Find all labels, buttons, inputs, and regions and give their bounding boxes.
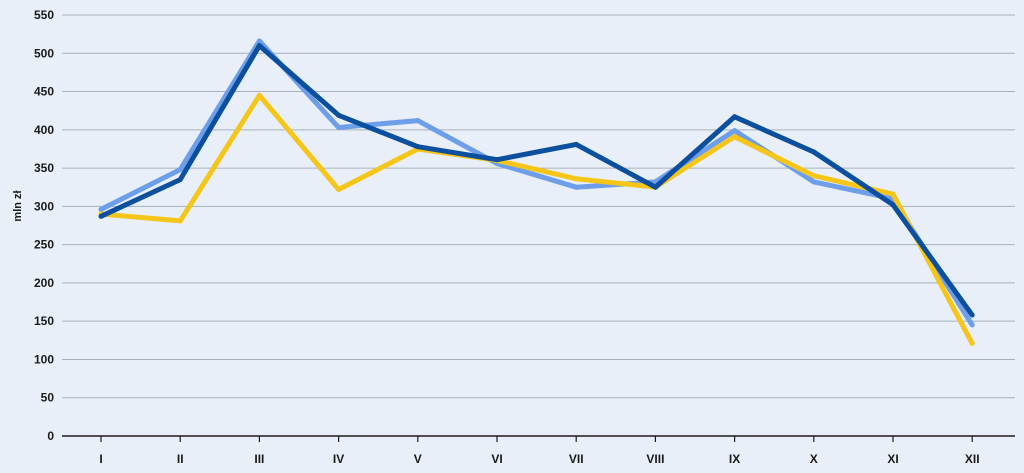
x-tick-label: VII (569, 452, 584, 466)
data-point (177, 177, 183, 183)
data-point (890, 191, 896, 197)
x-axis: I II III IV V VI VII VIII IX X XI XII (62, 435, 1015, 466)
gridlines (62, 14, 1015, 399)
x-tick-label: IX (729, 452, 740, 466)
x-tick-label: IV (333, 452, 344, 466)
data-point (811, 149, 817, 155)
data-point (98, 213, 104, 219)
y-tick-label: 350 (34, 161, 54, 175)
y-axis-title: mln zł (12, 190, 24, 221)
y-tick-label: 400 (34, 123, 54, 137)
data-point (336, 125, 342, 131)
data-point (652, 184, 658, 190)
data-point (336, 187, 342, 193)
data-point (732, 114, 738, 120)
x-tick-label: II (177, 452, 184, 466)
y-tick-label: 200 (34, 276, 54, 290)
y-tick-label: 0 (47, 429, 54, 443)
data-point (573, 184, 579, 190)
data-point (573, 176, 579, 182)
y-tick-label: 250 (34, 238, 54, 252)
y-tick-label: 150 (34, 314, 54, 328)
data-point (494, 157, 500, 163)
data-point (256, 92, 262, 98)
y-axis-ticks: 0 50 100 150 200 250 300 350 400 450 500 550 (34, 8, 54, 443)
x-tick-label: X (810, 452, 818, 466)
y-tick-label: 550 (34, 8, 54, 22)
x-tick-label: V (414, 452, 422, 466)
series-line-3 (99, 43, 975, 317)
x-tick-label: VIII (646, 452, 664, 466)
data-point (256, 38, 262, 44)
data-point (177, 218, 183, 224)
series-lines (98, 38, 975, 346)
y-tick-label: 300 (34, 199, 54, 213)
data-point (811, 173, 817, 179)
data-point (98, 206, 104, 212)
data-point (415, 144, 421, 150)
data-point (969, 312, 975, 318)
data-point (811, 179, 817, 185)
data-point (732, 134, 738, 140)
data-point (415, 118, 421, 124)
x-tick-label: I (99, 452, 102, 466)
data-point (256, 43, 262, 49)
data-point (336, 112, 342, 118)
series-line-2 (100, 92, 975, 345)
y-tick-label: 50 (41, 391, 55, 405)
x-tick-label: VI (491, 452, 502, 466)
data-point (732, 128, 738, 134)
data-point (573, 141, 579, 147)
x-tick-label: XII (965, 452, 980, 466)
series-line-1 (99, 38, 975, 327)
y-tick-label: 100 (34, 352, 54, 366)
data-point (890, 202, 896, 208)
x-tick-label: XI (887, 452, 898, 466)
data-point (969, 322, 975, 328)
data-point (969, 340, 975, 346)
y-tick-label: 500 (34, 46, 54, 60)
data-point (177, 167, 183, 173)
x-tick-label: III (254, 452, 264, 466)
y-tick-label: 450 (34, 85, 54, 99)
